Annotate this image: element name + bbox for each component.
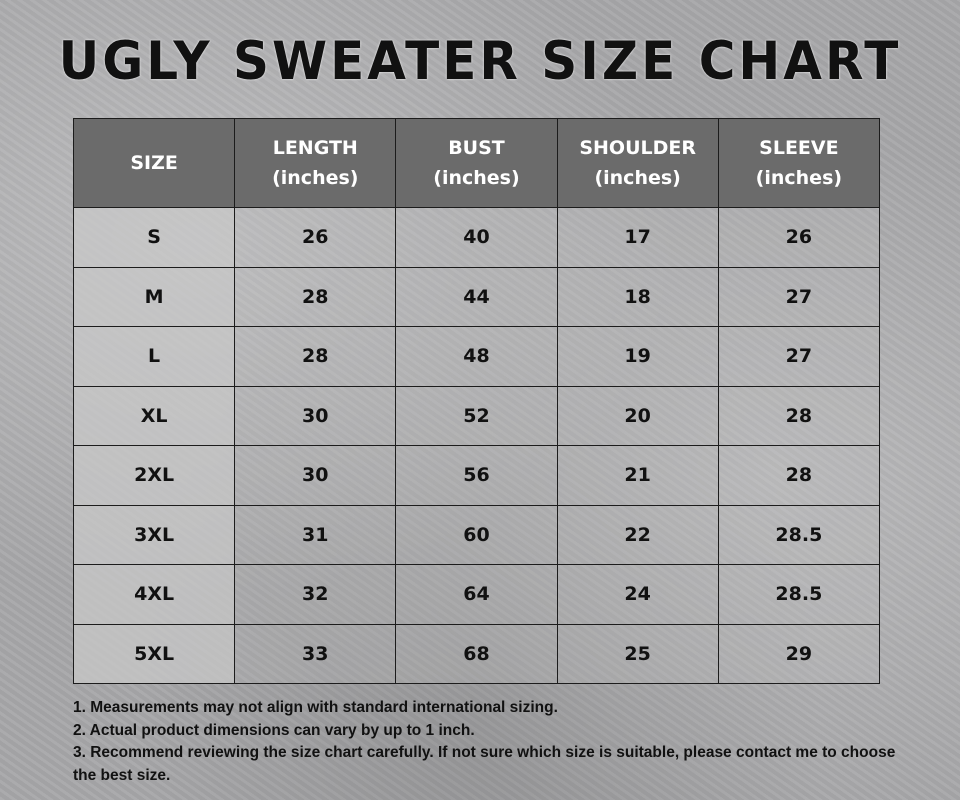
value-cell: 68 [395,623,558,684]
value-cell: 30 [234,445,397,506]
value-cell: 33 [234,623,397,684]
value-cell: 18 [556,266,719,327]
value-cell: 26 [717,207,881,268]
size-cell: M [72,266,236,327]
table-row: 3XL 31 60 22 28.5 [72,504,881,565]
value-cell: 28 [234,326,397,387]
note-item: 3. Recommend reviewing the size chart ca… [73,744,896,784]
column-header-bust: BUST (inches) [395,118,558,208]
column-header-size: SIZE [72,118,236,208]
value-cell: 28 [717,385,881,446]
size-cell: L [72,326,236,387]
value-cell: 31 [234,504,397,565]
value-cell: 27 [717,326,881,387]
value-cell: 19 [556,326,719,387]
value-cell: 26 [234,207,397,268]
size-cell: 3XL [72,504,236,565]
value-cell: 22 [556,504,719,565]
value-cell: 28.5 [717,564,881,625]
note-item: 2. Actual product dimensions can vary by… [73,721,475,739]
table-header-row: SIZE LENGTH (inches) BUST (inches) SHOULDER (i… [72,118,881,208]
column-header-shoulder: SHOULDER (inches) [556,118,719,208]
notes: 1. Measurements may not align with stand… [73,697,913,787]
column-unit: (inches) [272,167,359,189]
note-item: 1. Measurements may not align with stand… [73,699,558,716]
size-cell: 2XL [72,445,236,506]
value-cell: 40 [395,207,558,268]
value-cell: 21 [556,445,719,506]
size-cell: XL [72,385,236,446]
value-cell: 24 [556,564,719,625]
value-cell: 29 [717,623,881,684]
column-label: BUST [448,137,505,159]
value-cell: 20 [556,385,719,446]
table-row: 4XL 32 64 24 28.5 [72,564,881,625]
table-row: 2XL 30 56 21 28 [72,445,881,506]
value-cell: 44 [395,266,558,327]
table-row: 5XL 33 68 25 29 [72,623,881,684]
size-cell: 4XL [72,564,236,625]
table-row: XL 30 52 20 28 [72,385,881,446]
value-cell: 60 [395,504,558,565]
table-row: S 26 40 17 26 [72,207,881,268]
column-label: SLEEVE [759,137,839,159]
table-row: M 28 44 18 27 [72,266,881,327]
value-cell: 52 [395,385,558,446]
value-cell: 28 [717,445,881,506]
value-cell: 28 [234,266,397,327]
value-cell: 17 [556,207,719,268]
column-unit: (inches) [755,167,843,189]
page-title: UGLY SWEATER SIZE CHART [58,30,902,92]
size-cell: S [72,207,236,268]
value-cell: 27 [717,266,881,327]
value-cell: 56 [395,445,558,506]
value-cell: 48 [395,326,558,387]
column-label: LENGTH [272,137,358,159]
value-cell: 25 [556,623,719,684]
value-cell: 64 [395,564,558,625]
column-unit: (inches) [433,167,520,189]
value-cell: 28.5 [717,504,881,565]
column-label: SIZE [130,152,178,174]
table-row: L 28 48 19 27 [72,326,881,387]
size-cell: 5XL [72,623,236,684]
column-label: SHOULDER [579,137,696,159]
column-header-sleeve: SLEEVE (inches) [717,118,881,208]
value-cell: 32 [234,564,397,625]
size-chart-table: SIZE LENGTH (inches) BUST (inches) SHOULDER (i… [72,118,881,684]
column-header-length: LENGTH (inches) [234,118,397,208]
value-cell: 30 [234,385,397,446]
column-unit: (inches) [594,167,681,189]
